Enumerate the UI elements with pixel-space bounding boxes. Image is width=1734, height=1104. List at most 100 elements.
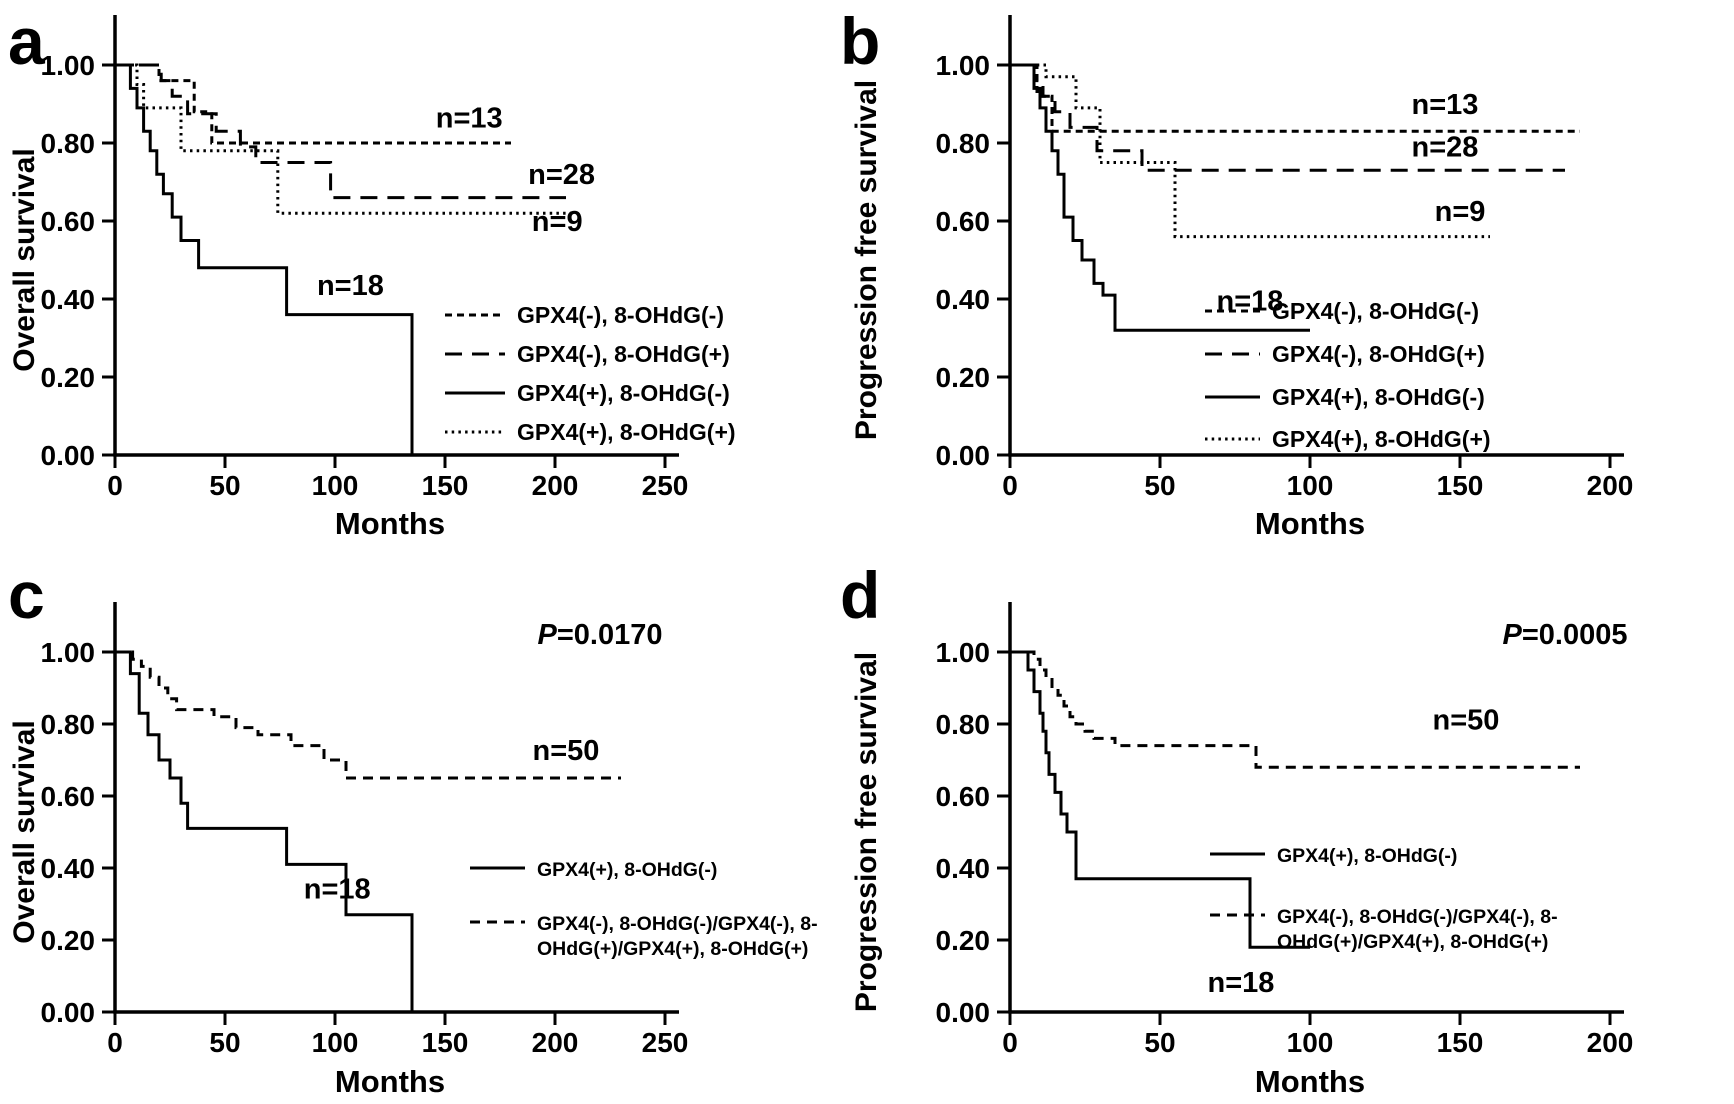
x-tick-label: 100	[312, 470, 359, 501]
km-curve-dash-short	[1010, 63, 1580, 133]
n-count-label: n=50	[1433, 704, 1500, 736]
x-tick-label: 150	[1437, 1027, 1484, 1058]
legend-label: GPX4(+), 8-OHdG(-)	[537, 859, 717, 881]
km-curve-solid	[1010, 63, 1310, 332]
n-count-label: n=18	[1208, 967, 1275, 999]
x-tick-label: 250	[642, 470, 689, 501]
panel-d-chart: d 1.00 0.80 0.60 0.40 0.20 0.00 0 50 100 150 200 Mon…	[840, 558, 1634, 1099]
legend-label: GPX4(+), 8-OHdG(-)	[1277, 845, 1457, 867]
km-curve-dash-long	[115, 63, 566, 200]
x-tick-label: 0	[1002, 1027, 1018, 1058]
y-tick-label: 0.40	[936, 853, 991, 884]
y-tick-label: 0.60	[936, 781, 991, 812]
x-tick-label: 150	[422, 1027, 469, 1058]
km-curve-solid	[115, 650, 414, 1012]
x-tick-label: 200	[532, 1027, 579, 1058]
n-count-label: n=18	[317, 270, 384, 302]
legend-label: GPX4(-), 8-OHdG(-)	[517, 302, 724, 328]
panel-letter: a	[8, 4, 46, 78]
y-tick-label: 0.20	[936, 925, 991, 956]
x-tick-label: 50	[1144, 470, 1175, 501]
x-tick-label: 0	[1002, 470, 1018, 501]
n-count-label: n=13	[436, 102, 503, 134]
legend-label: GPX4(+), 8-OHdG(+)	[517, 419, 736, 445]
panel-b: b 1.00 0.80 0.60 0.40 0.20 0.00 0 50 100 150 200 Mon…	[820, 0, 1734, 552]
legend-label: GPX4(+), 8-OHdG(-)	[1272, 384, 1485, 410]
y-tick-label: 0.80	[936, 128, 991, 159]
y-tick-label: 0.40	[41, 853, 96, 884]
y-tick-label: 0.60	[41, 206, 96, 237]
panel-letter: b	[840, 4, 880, 78]
x-tick-label: 150	[1437, 470, 1484, 501]
x-tick-label: 0	[107, 1027, 123, 1058]
x-tick-label: 100	[312, 1027, 359, 1058]
x-axis-title: Months	[1255, 506, 1365, 541]
panel-a-chart: a1.00 0.80 0.60 0.40 0.20 0.00 0 50 100 150 200 250…	[8, 4, 736, 541]
n-count-label: n=9	[1435, 196, 1486, 228]
km-curve-solid	[1010, 650, 1310, 949]
n-count-label: n=13	[1412, 89, 1479, 121]
y-tick-label: 0.60	[936, 206, 991, 237]
y-tick-label: 0.00	[936, 440, 991, 471]
y-tick-label: 0.20	[41, 362, 96, 393]
y-tick-label: 0.00	[936, 997, 991, 1028]
panel-b-chart: b 1.00 0.80 0.60 0.40 0.20 0.00 0 50 100 150 200 Mon…	[840, 4, 1634, 541]
legend-label: GPX4(-), 8-OHdG(-)/GPX4(-), 8-	[537, 913, 818, 935]
km-curve-dash-long	[1010, 63, 1565, 172]
panel-letter: d	[840, 558, 880, 632]
km-curve-dash-med	[115, 650, 621, 780]
n-count-label: n=18	[304, 874, 371, 906]
y-axis-title: Overall survival	[8, 148, 41, 371]
y-tick-label: 1.00	[936, 637, 991, 668]
n-count-label: n=9	[532, 206, 583, 238]
x-axis-title: Months	[1255, 1064, 1365, 1099]
n-count-label: n=18	[1217, 286, 1284, 318]
panel-d: d 1.00 0.80 0.60 0.40 0.20 0.00 0 50 100 150 200 Mon…	[820, 552, 1734, 1104]
y-tick-label: 0.40	[41, 284, 96, 315]
legend-label: GPX4(+), 8-OHdG(-)	[517, 380, 730, 406]
panel-c-chart: c 1.00 0.80 0.60 0.40 0.20 0.00 0 50 100 150 200 250…	[8, 558, 818, 1099]
y-axis-title: Overall survival	[8, 720, 41, 943]
x-tick-label: 250	[642, 1027, 689, 1058]
panel-c: c 1.00 0.80 0.60 0.40 0.20 0.00 0 50 100 150 200 250…	[0, 552, 820, 1104]
km-curve-dash-med	[1010, 650, 1580, 769]
legend-label: GPX4(+), 8-OHdG(+)	[1272, 426, 1491, 452]
y-tick-label: 1.00	[41, 50, 96, 81]
legend-label: GPX4(-), 8-OHdG(+)	[1272, 341, 1485, 367]
x-tick-label: 200	[532, 470, 579, 501]
km-curve-dash-short	[115, 63, 511, 145]
panel-a: a 1.00 0.80 0.60 0.40 0.20 0.00 0 50 100 150 200 250…	[0, 0, 820, 552]
x-tick-label: 50	[209, 1027, 240, 1058]
n-count-label: n=28	[528, 159, 595, 191]
y-tick-label: 0.80	[41, 128, 96, 159]
km-curve-dotted	[1010, 63, 1490, 239]
n-count-label: n=50	[533, 735, 600, 767]
y-tick-label: 0.20	[936, 362, 991, 393]
km-curve-dotted	[115, 63, 577, 215]
x-axis-title: Months	[335, 506, 445, 541]
legend-label: GPX4(-), 8-OHdG(-)	[1272, 298, 1479, 324]
x-tick-label: 200	[1587, 1027, 1634, 1058]
x-tick-label: 100	[1287, 470, 1334, 501]
y-tick-label: 0.00	[41, 997, 96, 1028]
y-tick-label: 0.60	[41, 781, 96, 812]
panel-letter: c	[8, 558, 45, 632]
x-axis-title: Months	[335, 1064, 445, 1099]
y-tick-label: 0.40	[936, 284, 991, 315]
x-tick-label: 100	[1287, 1027, 1334, 1058]
y-tick-label: 0.80	[936, 709, 991, 740]
y-tick-label: 1.00	[936, 50, 991, 81]
y-axis-title: Progression free survival	[850, 652, 883, 1012]
x-tick-label: 50	[209, 470, 240, 501]
x-tick-label: 200	[1587, 470, 1634, 501]
x-tick-label: 150	[422, 470, 469, 501]
x-tick-label: 0	[107, 470, 123, 501]
x-tick-label: 50	[1144, 1027, 1175, 1058]
y-tick-label: 0.00	[41, 440, 96, 471]
p-value-label: P=0.0005	[1503, 619, 1628, 651]
legend-label: GPX4(-), 8-OHdG(-)/GPX4(-), 8-	[1277, 906, 1558, 928]
y-tick-label: 0.80	[41, 709, 96, 740]
km-curve-solid	[115, 63, 414, 455]
y-tick-label: 0.20	[41, 925, 96, 956]
